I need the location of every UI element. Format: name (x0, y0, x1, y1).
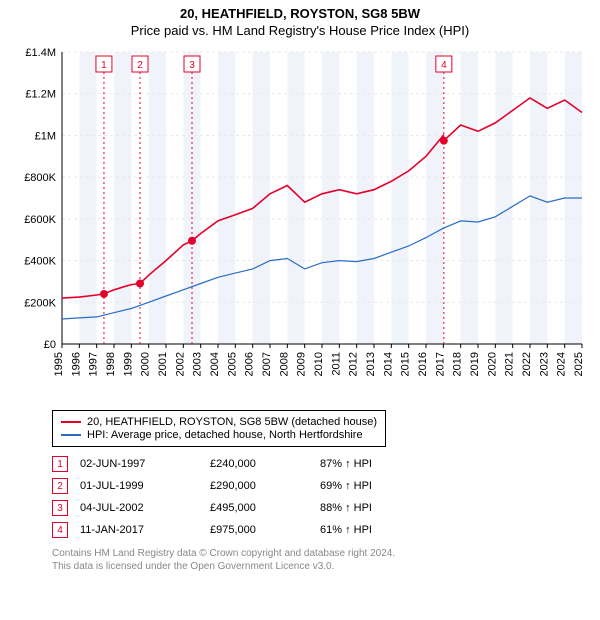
legend-item: 20, HEATHFIELD, ROYSTON, SG8 5BW (detach… (61, 416, 377, 428)
table-row: 2 01-JUL-1999£290,00069% ↑ HPI (52, 475, 588, 497)
svg-text:2013: 2013 (365, 352, 377, 376)
txn-price: £290,000 (210, 480, 320, 492)
svg-text:2025: 2025 (573, 352, 585, 376)
footer: Contains HM Land Registry data © Crown c… (52, 547, 588, 573)
page-subtitle: Price paid vs. HM Land Registry's House … (12, 23, 588, 38)
svg-text:1996: 1996 (70, 352, 82, 376)
svg-text:£0: £0 (44, 339, 56, 351)
svg-text:2009: 2009 (296, 352, 308, 376)
svg-text:2000: 2000 (140, 352, 152, 376)
svg-text:2023: 2023 (538, 352, 550, 376)
svg-text:2021: 2021 (504, 352, 516, 376)
legend-label: HPI: Average price, detached house, Nort… (87, 429, 363, 441)
footer-line: Contains HM Land Registry data © Crown c… (52, 547, 588, 560)
svg-text:£400K: £400K (24, 256, 56, 268)
svg-text:£1.4M: £1.4M (25, 47, 56, 59)
txn-pct: 87% ↑ HPI (320, 458, 410, 470)
svg-text:2019: 2019 (469, 352, 481, 376)
txn-price: £240,000 (210, 458, 320, 470)
svg-text:2001: 2001 (157, 352, 169, 376)
legend-label: 20, HEATHFIELD, ROYSTON, SG8 5BW (detach… (87, 416, 377, 428)
legend-item: HPI: Average price, detached house, Nort… (61, 429, 377, 441)
svg-text:£600K: £600K (24, 214, 56, 226)
table-row: 3 04-JUL-2002£495,00088% ↑ HPI (52, 497, 588, 519)
svg-text:2: 2 (137, 60, 143, 71)
svg-text:£1M: £1M (35, 130, 56, 142)
legend: 20, HEATHFIELD, ROYSTON, SG8 5BW (detach… (52, 410, 386, 447)
svg-text:2012: 2012 (348, 352, 360, 376)
svg-text:3: 3 (189, 60, 195, 71)
price-chart: £0 £200K £400K £600K £800K £1M £1.2M £1.4M 1995 1… (12, 44, 588, 404)
txn-date: 11-JAN-2017 (80, 524, 210, 536)
svg-text:1998: 1998 (105, 352, 117, 376)
legend-swatch (61, 421, 81, 423)
txn-date: 02-JUN-1997 (80, 458, 210, 470)
footer-line: This data is licensed under the Open Gov… (52, 560, 588, 573)
txn-date: 04-JUL-2002 (80, 502, 210, 514)
txn-pct: 61% ↑ HPI (320, 524, 410, 536)
txn-marker: 3 (52, 500, 68, 516)
svg-text:2003: 2003 (192, 352, 204, 376)
svg-text:2020: 2020 (486, 352, 498, 376)
txn-marker: 2 (52, 478, 68, 494)
svg-text:1999: 1999 (122, 352, 134, 376)
txn-price: £495,000 (210, 502, 320, 514)
legend-swatch (61, 434, 81, 436)
table-row: 4 11-JAN-2017£975,00061% ↑ HPI (52, 519, 588, 541)
svg-text:1997: 1997 (88, 352, 100, 376)
svg-text:2015: 2015 (400, 352, 412, 376)
txn-price: £975,000 (210, 524, 320, 536)
svg-text:2024: 2024 (556, 352, 568, 376)
txn-pct: 69% ↑ HPI (320, 480, 410, 492)
txn-marker: 1 (52, 456, 68, 472)
svg-text:1995: 1995 (53, 352, 65, 376)
svg-text:£1.2M: £1.2M (25, 89, 56, 101)
svg-text:1: 1 (101, 60, 107, 71)
svg-text:2014: 2014 (382, 352, 394, 376)
svg-text:2007: 2007 (261, 352, 273, 376)
svg-text:2017: 2017 (434, 352, 446, 376)
svg-text:2016: 2016 (417, 352, 429, 376)
page-title: 20, HEATHFIELD, ROYSTON, SG8 5BW (12, 6, 588, 21)
txn-pct: 88% ↑ HPI (320, 502, 410, 514)
svg-text:2022: 2022 (521, 352, 533, 376)
svg-text:2018: 2018 (452, 352, 464, 376)
table-row: 1 02-JUN-1997£240,00087% ↑ HPI (52, 453, 588, 475)
txn-date: 01-JUL-1999 (80, 480, 210, 492)
svg-text:2011: 2011 (330, 352, 342, 376)
svg-text:2005: 2005 (226, 352, 238, 376)
svg-text:£200K: £200K (24, 297, 56, 309)
svg-text:£800K: £800K (24, 172, 56, 184)
svg-text:2004: 2004 (209, 352, 221, 376)
svg-text:2010: 2010 (313, 352, 325, 376)
chart-svg: £0 £200K £400K £600K £800K £1M £1.2M £1.4M 1995 1… (12, 44, 588, 404)
svg-text:2006: 2006 (244, 352, 256, 376)
svg-text:2002: 2002 (174, 352, 186, 376)
svg-text:4: 4 (441, 60, 447, 71)
svg-text:2008: 2008 (278, 352, 290, 376)
txn-marker: 4 (52, 522, 68, 538)
transaction-table: 1 02-JUN-1997£240,00087% ↑ HPI 2 01-JUL-199… (52, 453, 588, 541)
